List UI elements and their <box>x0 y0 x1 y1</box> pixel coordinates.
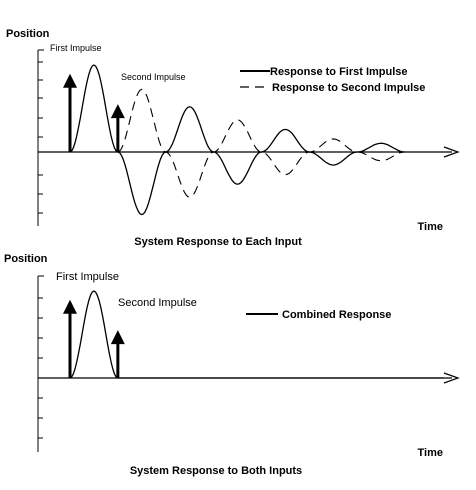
top-impulses-group <box>63 73 125 152</box>
top-series-1-point-11 <box>381 160 382 161</box>
top-first-impulse-label: First Impulse <box>50 43 102 53</box>
bottom-impulse-arrowhead-second <box>110 330 125 345</box>
top-y-axis-label: Position <box>6 28 50 40</box>
top-series-1-point-5 <box>237 119 238 120</box>
top-legend: Response to First Impulse Response to Se… <box>240 66 425 94</box>
top-series-1-point-3 <box>189 197 190 198</box>
top-impulse-arrowhead-second <box>110 104 125 119</box>
top-series-second-response <box>117 88 406 198</box>
bottom-series-group <box>69 290 444 379</box>
bottom-legend-entry-combined: Combined Response <box>282 309 391 321</box>
bottom-second-impulse-label: Second Impulse <box>118 297 197 309</box>
top-chart-caption: System Response to Each Input <box>134 236 302 248</box>
bottom-x-axis-label: Time <box>418 447 443 459</box>
bottom-chart-caption: System Response to Both Inputs <box>130 465 302 477</box>
bottom-legend: Combined Response <box>246 309 391 321</box>
top-series-first-response <box>69 64 406 216</box>
bottom-first-impulse-label: First Impulse <box>56 271 119 283</box>
bottom-series-first-response <box>69 290 444 379</box>
top-impulse-arrowhead-first <box>63 73 77 88</box>
top-second-impulse-label: Second Impulse <box>121 72 186 82</box>
top-panel: Position First Impulse Second Impulse Re… <box>6 28 460 248</box>
top-legend-entry-second: Response to Second Impulse <box>272 82 425 94</box>
bottom-impulse-arrowhead-first <box>63 299 77 314</box>
top-legend-entry-first: Response to First Impulse <box>270 66 408 78</box>
bottom-impulses-group <box>63 299 125 378</box>
bottom-panel: Position First Impulse Second Impulse Co… <box>4 253 460 477</box>
top-time-arrowhead <box>443 146 460 158</box>
bottom-axes <box>37 275 460 452</box>
bottom-time-arrowhead <box>443 372 460 384</box>
top-axes <box>37 49 460 226</box>
bottom-y-axis-label: Position <box>4 253 48 265</box>
top-series-group <box>69 64 406 216</box>
top-x-axis-label: Time <box>418 221 443 233</box>
